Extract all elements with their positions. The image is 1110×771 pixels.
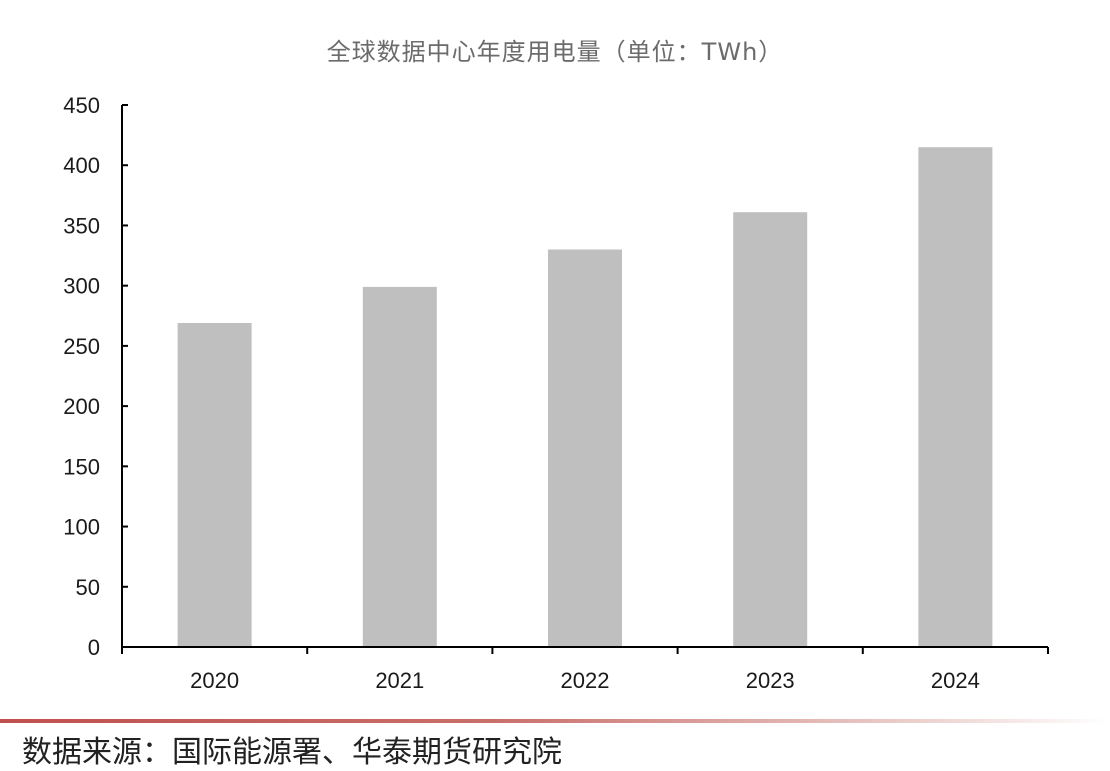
y-tick-label-450: 450	[63, 93, 100, 118]
bar-2023	[733, 212, 808, 647]
source-divider	[0, 719, 1110, 723]
bar-2021	[362, 286, 437, 647]
y-tick-label-250: 250	[63, 334, 100, 359]
axes-layer	[121, 104, 1049, 654]
bar-2022	[548, 249, 622, 647]
y-tick-label-100: 100	[63, 515, 100, 540]
x-tick-label-2021: 2021	[375, 668, 424, 693]
x-tick-label-2023: 2023	[746, 668, 795, 693]
y-tick-label-150: 150	[63, 454, 100, 479]
y-tick-label-50: 50	[76, 575, 100, 600]
chart-title: 全球数据中心年度用电量（单位：TWh）	[326, 38, 784, 66]
y-tick-label-200: 200	[63, 394, 100, 419]
bar-2020	[177, 323, 252, 647]
y-tick-label-350: 350	[63, 213, 100, 238]
bar-chart: 0 50 100 150 200 250 300 350 400 450 2020 2021 2022 2…	[63, 93, 1049, 693]
x-tick-label-2024: 2024	[931, 668, 980, 693]
y-tick-label-300: 300	[63, 274, 100, 299]
labels-layer: 0 50 100 150 200 250 300 350 400 450 2020 2021 2022 2…	[63, 93, 980, 693]
x-tick-label-2022: 2022	[561, 668, 610, 693]
y-tick-label-0: 0	[88, 635, 100, 660]
bars-layer	[177, 147, 993, 647]
y-tick-label-400: 400	[63, 153, 100, 178]
bar-2024	[918, 147, 993, 647]
x-tick-label-2020: 2020	[190, 668, 239, 693]
source-note: 数据来源：国际能源署、华泰期货研究院	[22, 735, 562, 770]
